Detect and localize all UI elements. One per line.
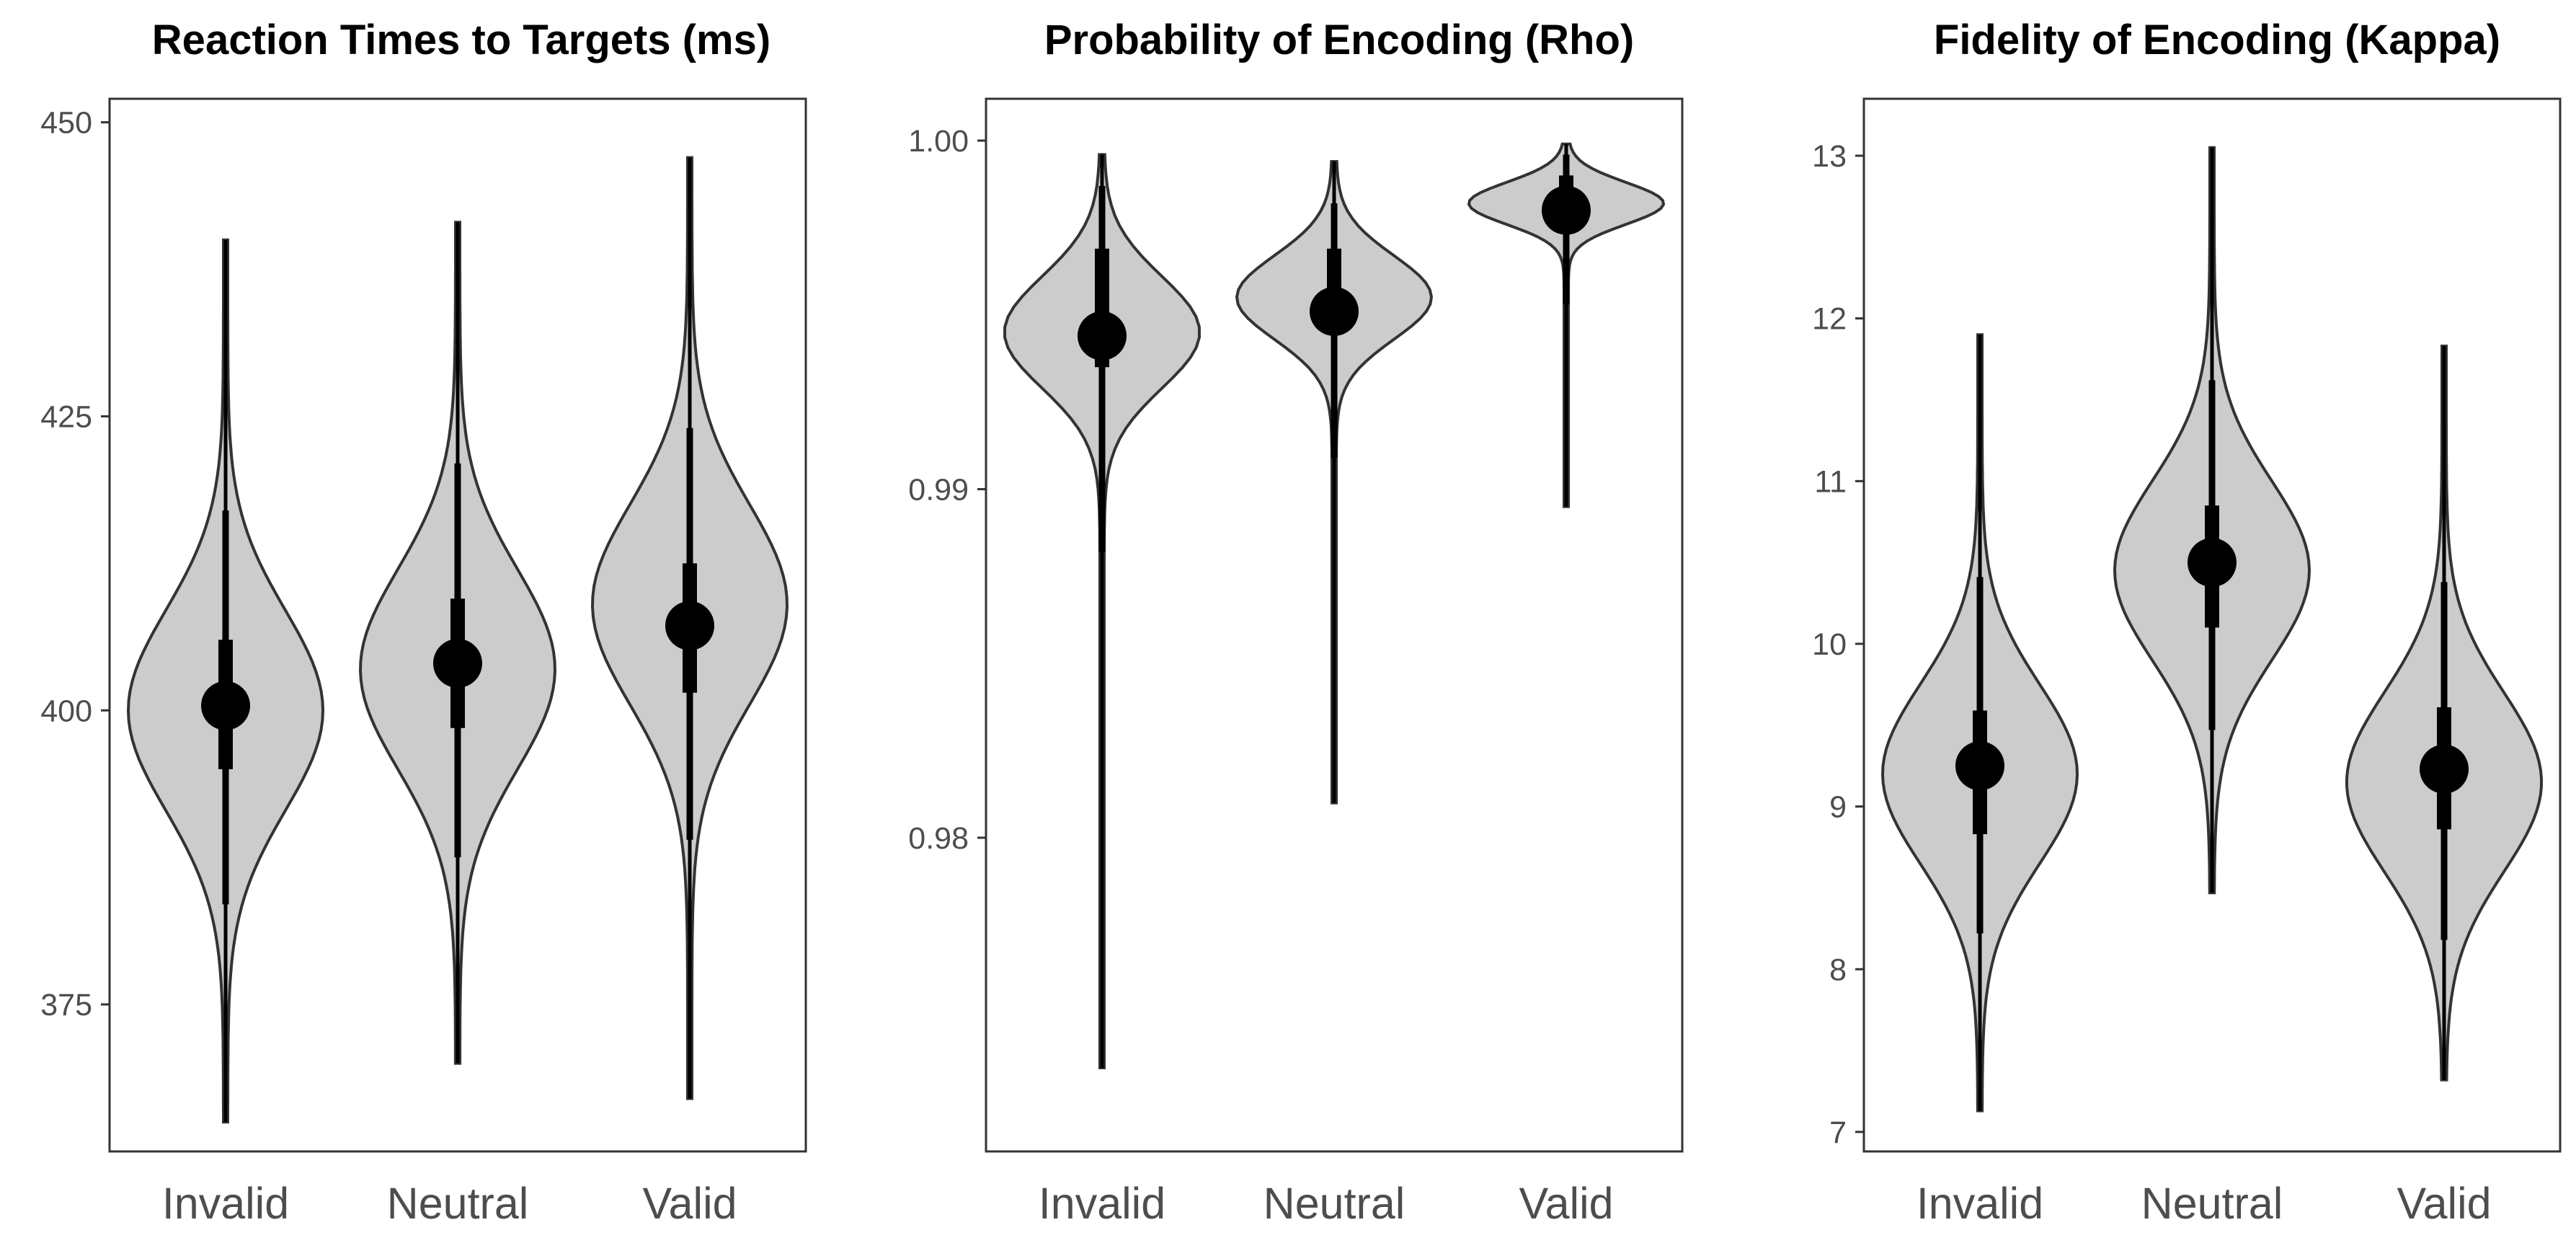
panel-border xyxy=(985,97,1684,1153)
x-axis-category-label: Neutral xyxy=(387,1179,529,1228)
y-axis-tick-label: 7 xyxy=(1829,1115,1847,1150)
x-axis-category-label: Invalid xyxy=(162,1179,289,1228)
y-axis-tick-label: 8 xyxy=(1829,952,1847,987)
panel-title: Reaction Times to Targets (ms) xyxy=(152,17,770,63)
x-axis-category-label: Valid xyxy=(1519,1179,1613,1228)
y-axis-tick-label: 450 xyxy=(40,106,92,141)
y-axis-tick-label: 1.00 xyxy=(908,124,969,159)
y-axis-tick-label: 9 xyxy=(1829,790,1847,825)
x-axis-category-label: Neutral xyxy=(2141,1179,2283,1228)
median-point xyxy=(201,681,250,730)
median-point xyxy=(2188,538,2237,588)
y-axis-tick-label: 400 xyxy=(40,694,92,728)
median-point xyxy=(1310,286,1359,336)
y-axis-tick-label: 10 xyxy=(1812,627,1847,662)
median-point xyxy=(1542,185,1591,235)
panel-rt: Reaction Times to Targets (ms) 375 400 425… xyxy=(40,17,807,1228)
y-axis-tick-label: 0.99 xyxy=(908,472,969,507)
panel-title: Probability of Encoding (Rho) xyxy=(1044,17,1634,63)
y-axis-tick-label: 375 xyxy=(40,988,92,1022)
panel-title: Fidelity of Encoding (Kappa) xyxy=(1934,17,2500,63)
y-axis-tick-label: 12 xyxy=(1812,302,1847,337)
x-axis-category-label: Valid xyxy=(2397,1179,2491,1228)
panel-kappa: Fidelity of Encoding (Kappa) 7 8 9 10 11 12 13… xyxy=(1812,17,2562,1228)
median-point xyxy=(665,601,714,650)
x-axis-category-label: Valid xyxy=(642,1179,737,1228)
median-point xyxy=(2420,744,2469,794)
median-point xyxy=(433,639,482,689)
y-axis-tick-label: 0.98 xyxy=(908,821,969,856)
panel-border xyxy=(108,97,807,1153)
median-point xyxy=(1955,741,2004,791)
x-axis-category-label: Invalid xyxy=(1917,1179,2043,1228)
y-axis-tick-label: 13 xyxy=(1812,139,1847,174)
median-point xyxy=(1078,311,1127,360)
y-axis-tick-label: 11 xyxy=(1814,464,1847,499)
panel-rho: Probability of Encoding (Rho) 0.98 0.99 1.… xyxy=(908,17,1684,1228)
panel-border xyxy=(1862,97,2562,1153)
y-axis-tick-label: 425 xyxy=(40,399,92,434)
x-axis-category-label: Invalid xyxy=(1039,1179,1165,1228)
x-axis-category-label: Neutral xyxy=(1263,1179,1405,1228)
